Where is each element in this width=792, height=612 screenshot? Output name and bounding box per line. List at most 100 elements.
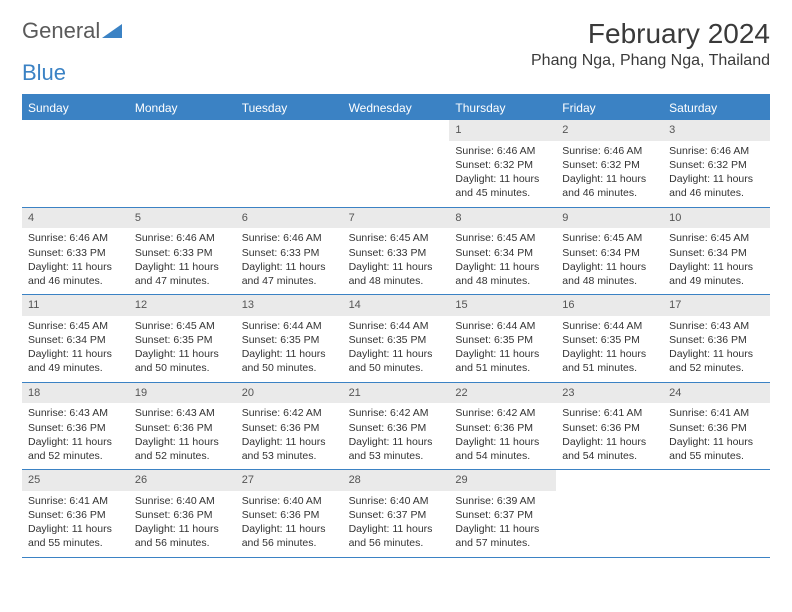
calendar-cell: 21Sunrise: 6:42 AMSunset: 6:36 PMDayligh… xyxy=(343,383,450,470)
day-number: 10 xyxy=(663,208,770,229)
week-row: 11Sunrise: 6:45 AMSunset: 6:34 PMDayligh… xyxy=(22,295,770,383)
day-line: Sunrise: 6:41 AM xyxy=(669,406,764,420)
calendar-cell: 10Sunrise: 6:45 AMSunset: 6:34 PMDayligh… xyxy=(663,208,770,295)
day-number: 1 xyxy=(449,120,556,141)
day-number: 7 xyxy=(343,208,450,229)
day-number: 24 xyxy=(663,383,770,404)
day-number: 21 xyxy=(343,383,450,404)
title-block: February 2024 Phang Nga, Phang Nga, Thai… xyxy=(531,18,770,76)
day-details: Sunrise: 6:42 AMSunset: 6:36 PMDaylight:… xyxy=(449,403,556,469)
day-number: 6 xyxy=(236,208,343,229)
day-line: Sunrise: 6:44 AM xyxy=(242,319,337,333)
day-line: and 53 minutes. xyxy=(242,449,337,463)
day-line: Daylight: 11 hours xyxy=(669,260,764,274)
day-number: 5 xyxy=(129,208,236,229)
day-line: Sunrise: 6:41 AM xyxy=(28,494,123,508)
day-line: Sunset: 6:36 PM xyxy=(28,421,123,435)
day-line: Daylight: 11 hours xyxy=(135,260,230,274)
day-details: Sunrise: 6:42 AMSunset: 6:36 PMDaylight:… xyxy=(343,403,450,469)
day-line: Daylight: 11 hours xyxy=(669,172,764,186)
day-line: Sunset: 6:33 PM xyxy=(135,246,230,260)
day-details: Sunrise: 6:40 AMSunset: 6:36 PMDaylight:… xyxy=(236,491,343,557)
day-line: Sunset: 6:33 PM xyxy=(349,246,444,260)
day-line: Sunrise: 6:42 AM xyxy=(455,406,550,420)
day-details: Sunrise: 6:45 AMSunset: 6:35 PMDaylight:… xyxy=(129,316,236,382)
day-line: and 46 minutes. xyxy=(28,274,123,288)
day-details: Sunrise: 6:46 AMSunset: 6:33 PMDaylight:… xyxy=(129,228,236,294)
day-line: and 52 minutes. xyxy=(28,449,123,463)
day-number: 27 xyxy=(236,470,343,491)
day-line: Sunset: 6:36 PM xyxy=(242,421,337,435)
day-line: Sunrise: 6:39 AM xyxy=(455,494,550,508)
day-line: Sunset: 6:36 PM xyxy=(242,508,337,522)
day-line: and 48 minutes. xyxy=(349,274,444,288)
day-line: Daylight: 11 hours xyxy=(455,347,550,361)
day-details: Sunrise: 6:44 AMSunset: 6:35 PMDaylight:… xyxy=(343,316,450,382)
day-number: 18 xyxy=(22,383,129,404)
week-row: 1Sunrise: 6:46 AMSunset: 6:32 PMDaylight… xyxy=(22,120,770,208)
day-line: Daylight: 11 hours xyxy=(562,347,657,361)
day-number: 23 xyxy=(556,383,663,404)
day-line: Sunset: 6:36 PM xyxy=(669,421,764,435)
day-line: Sunset: 6:35 PM xyxy=(455,333,550,347)
day-line: Sunrise: 6:46 AM xyxy=(28,231,123,245)
day-details: Sunrise: 6:45 AMSunset: 6:33 PMDaylight:… xyxy=(343,228,450,294)
calendar-cell: 22Sunrise: 6:42 AMSunset: 6:36 PMDayligh… xyxy=(449,383,556,470)
day-line: Sunset: 6:36 PM xyxy=(562,421,657,435)
day-line: Daylight: 11 hours xyxy=(242,522,337,536)
day-line: Sunrise: 6:40 AM xyxy=(349,494,444,508)
day-line: Daylight: 11 hours xyxy=(349,435,444,449)
day-line: Sunrise: 6:46 AM xyxy=(135,231,230,245)
day-line: Sunset: 6:32 PM xyxy=(669,158,764,172)
day-line: Sunset: 6:36 PM xyxy=(28,508,123,522)
day-line: Sunrise: 6:45 AM xyxy=(669,231,764,245)
day-number xyxy=(236,120,343,141)
day-line: and 49 minutes. xyxy=(28,361,123,375)
calendar-cell: 28Sunrise: 6:40 AMSunset: 6:37 PMDayligh… xyxy=(343,470,450,557)
day-line: Sunrise: 6:46 AM xyxy=(562,144,657,158)
calendar-cell xyxy=(663,470,770,557)
day-details: Sunrise: 6:45 AMSunset: 6:34 PMDaylight:… xyxy=(449,228,556,294)
calendar-cell: 5Sunrise: 6:46 AMSunset: 6:33 PMDaylight… xyxy=(129,208,236,295)
day-line: Sunset: 6:35 PM xyxy=(562,333,657,347)
day-details: Sunrise: 6:46 AMSunset: 6:33 PMDaylight:… xyxy=(236,228,343,294)
location: Phang Nga, Phang Nga, Thailand xyxy=(531,52,770,70)
day-line: Sunrise: 6:45 AM xyxy=(562,231,657,245)
calendar-cell: 29Sunrise: 6:39 AMSunset: 6:37 PMDayligh… xyxy=(449,470,556,557)
calendar-cell: 4Sunrise: 6:46 AMSunset: 6:33 PMDaylight… xyxy=(22,208,129,295)
day-line: and 53 minutes. xyxy=(349,449,444,463)
day-details: Sunrise: 6:46 AMSunset: 6:32 PMDaylight:… xyxy=(449,141,556,207)
day-line: Sunrise: 6:46 AM xyxy=(669,144,764,158)
day-line: Sunrise: 6:45 AM xyxy=(28,319,123,333)
day-details: Sunrise: 6:45 AMSunset: 6:34 PMDaylight:… xyxy=(556,228,663,294)
day-line: Sunrise: 6:40 AM xyxy=(242,494,337,508)
day-number: 17 xyxy=(663,295,770,316)
day-details: Sunrise: 6:46 AMSunset: 6:33 PMDaylight:… xyxy=(22,228,129,294)
calendar-cell xyxy=(129,120,236,207)
day-line: Sunset: 6:36 PM xyxy=(135,421,230,435)
day-line: Sunset: 6:34 PM xyxy=(669,246,764,260)
calendar-cell: 23Sunrise: 6:41 AMSunset: 6:36 PMDayligh… xyxy=(556,383,663,470)
day-header: Tuesday xyxy=(236,96,343,120)
day-line: Daylight: 11 hours xyxy=(28,260,123,274)
calendar-cell: 7Sunrise: 6:45 AMSunset: 6:33 PMDaylight… xyxy=(343,208,450,295)
day-line: and 46 minutes. xyxy=(669,186,764,200)
day-number: 28 xyxy=(343,470,450,491)
day-headers-row: Sunday Monday Tuesday Wednesday Thursday… xyxy=(22,96,770,120)
day-line: Sunrise: 6:42 AM xyxy=(349,406,444,420)
day-line: Daylight: 11 hours xyxy=(349,347,444,361)
calendar-cell: 1Sunrise: 6:46 AMSunset: 6:32 PMDaylight… xyxy=(449,120,556,207)
day-line: Daylight: 11 hours xyxy=(562,435,657,449)
day-number: 12 xyxy=(129,295,236,316)
day-details: Sunrise: 6:45 AMSunset: 6:34 PMDaylight:… xyxy=(663,228,770,294)
day-line: and 57 minutes. xyxy=(455,536,550,550)
day-line: and 51 minutes. xyxy=(562,361,657,375)
day-details: Sunrise: 6:44 AMSunset: 6:35 PMDaylight:… xyxy=(236,316,343,382)
day-number xyxy=(663,470,770,491)
day-details: Sunrise: 6:45 AMSunset: 6:34 PMDaylight:… xyxy=(22,316,129,382)
day-number xyxy=(129,120,236,141)
day-details: Sunrise: 6:43 AMSunset: 6:36 PMDaylight:… xyxy=(22,403,129,469)
calendar-cell: 19Sunrise: 6:43 AMSunset: 6:36 PMDayligh… xyxy=(129,383,236,470)
day-number: 26 xyxy=(129,470,236,491)
day-number xyxy=(556,470,663,491)
